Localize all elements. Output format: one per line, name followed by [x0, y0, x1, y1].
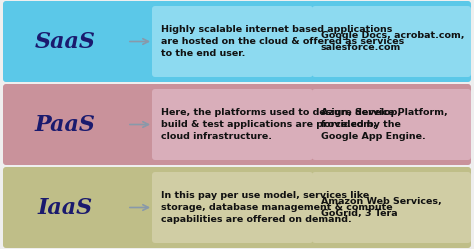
- FancyBboxPatch shape: [152, 6, 313, 77]
- FancyBboxPatch shape: [312, 89, 471, 160]
- Text: Highly scalable internet based applications
are hosted on the cloud & offered as: Highly scalable internet based applicati…: [161, 25, 404, 58]
- Text: PaaS: PaaS: [35, 114, 96, 135]
- Text: SaaS: SaaS: [35, 30, 96, 53]
- FancyBboxPatch shape: [8, 6, 123, 77]
- FancyBboxPatch shape: [3, 84, 471, 165]
- Text: Azure Service Platform,
force.com,
Google App Engine.: Azure Service Platform, force.com, Googl…: [321, 108, 448, 141]
- Text: IaaS: IaaS: [38, 196, 93, 219]
- Text: In this pay per use model, services like
storage, database management & compute
: In this pay per use model, services like…: [161, 191, 392, 224]
- FancyBboxPatch shape: [3, 167, 471, 248]
- FancyBboxPatch shape: [152, 172, 313, 243]
- FancyBboxPatch shape: [312, 172, 471, 243]
- FancyBboxPatch shape: [312, 6, 471, 77]
- FancyBboxPatch shape: [8, 172, 123, 243]
- Text: Here, the platforms used to design, develop,
build & test applications are provi: Here, the platforms used to design, deve…: [161, 108, 401, 141]
- Text: Amazon Web Services,
GoGrid, 3 Tera: Amazon Web Services, GoGrid, 3 Tera: [321, 197, 442, 218]
- FancyBboxPatch shape: [152, 89, 313, 160]
- FancyBboxPatch shape: [3, 1, 471, 82]
- Text: Google Docs, acrobat.com,
salesforce.com: Google Docs, acrobat.com, salesforce.com: [321, 31, 465, 52]
- FancyBboxPatch shape: [8, 89, 123, 160]
